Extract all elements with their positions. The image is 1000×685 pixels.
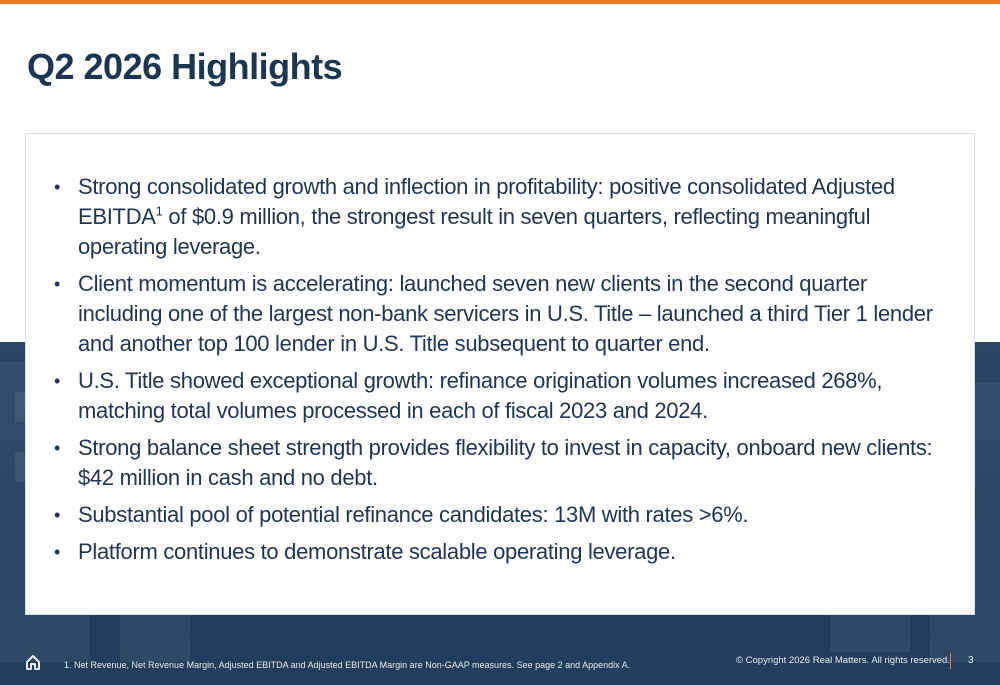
bullet-icon: • bbox=[54, 542, 61, 562]
list-item: • Strong balance sheet strength provides… bbox=[54, 433, 934, 493]
bullet-icon: • bbox=[54, 438, 61, 458]
bullet-icon: • bbox=[54, 274, 61, 294]
bullet-text: Platform continues to demonstrate scalab… bbox=[78, 539, 676, 564]
bullet-icon: • bbox=[54, 371, 61, 391]
slide-footer: 1. Net Revenue, Net Revenue Margin, Adju… bbox=[0, 648, 1000, 678]
highlights-list: • Strong consolidated growth and inflect… bbox=[54, 172, 934, 574]
page-number: 3 bbox=[968, 655, 974, 666]
bullet-text: Client momentum is accelerating: launche… bbox=[78, 271, 933, 356]
list-item: • Strong consolidated growth and inflect… bbox=[54, 172, 934, 262]
list-item: • Client momentum is accelerating: launc… bbox=[54, 269, 934, 359]
bullet-icon: • bbox=[54, 177, 61, 197]
footer-divider bbox=[950, 653, 951, 669]
footnote-marker: 1 bbox=[155, 203, 163, 219]
home-icon[interactable] bbox=[25, 654, 41, 670]
bullet-text: U.S. Title showed exceptional growth: re… bbox=[78, 368, 883, 423]
bullet-text: Strong balance sheet strength provides f… bbox=[78, 435, 933, 490]
list-item: • U.S. Title showed exceptional growth: … bbox=[54, 366, 934, 426]
list-item: • Substantial pool of potential refinanc… bbox=[54, 500, 934, 530]
top-accent-bar bbox=[0, 0, 1000, 4]
bullet-text: Substantial pool of potential refinance … bbox=[78, 502, 749, 527]
bullet-icon: • bbox=[54, 505, 61, 525]
content-card: • Strong consolidated growth and inflect… bbox=[25, 133, 975, 615]
footnote-text: 1. Net Revenue, Net Revenue Margin, Adju… bbox=[64, 660, 631, 670]
slide-title: Q2 2026 Highlights bbox=[27, 46, 343, 87]
bullet-text-continued: of $0.9 million, the strongest result in… bbox=[78, 204, 871, 259]
bullet-text: Strong consolidated growth and inflectio… bbox=[78, 174, 895, 229]
list-item: • Platform continues to demonstrate scal… bbox=[54, 537, 934, 567]
copyright-text: © Copyright 2026 Real Matters. All right… bbox=[736, 655, 950, 666]
